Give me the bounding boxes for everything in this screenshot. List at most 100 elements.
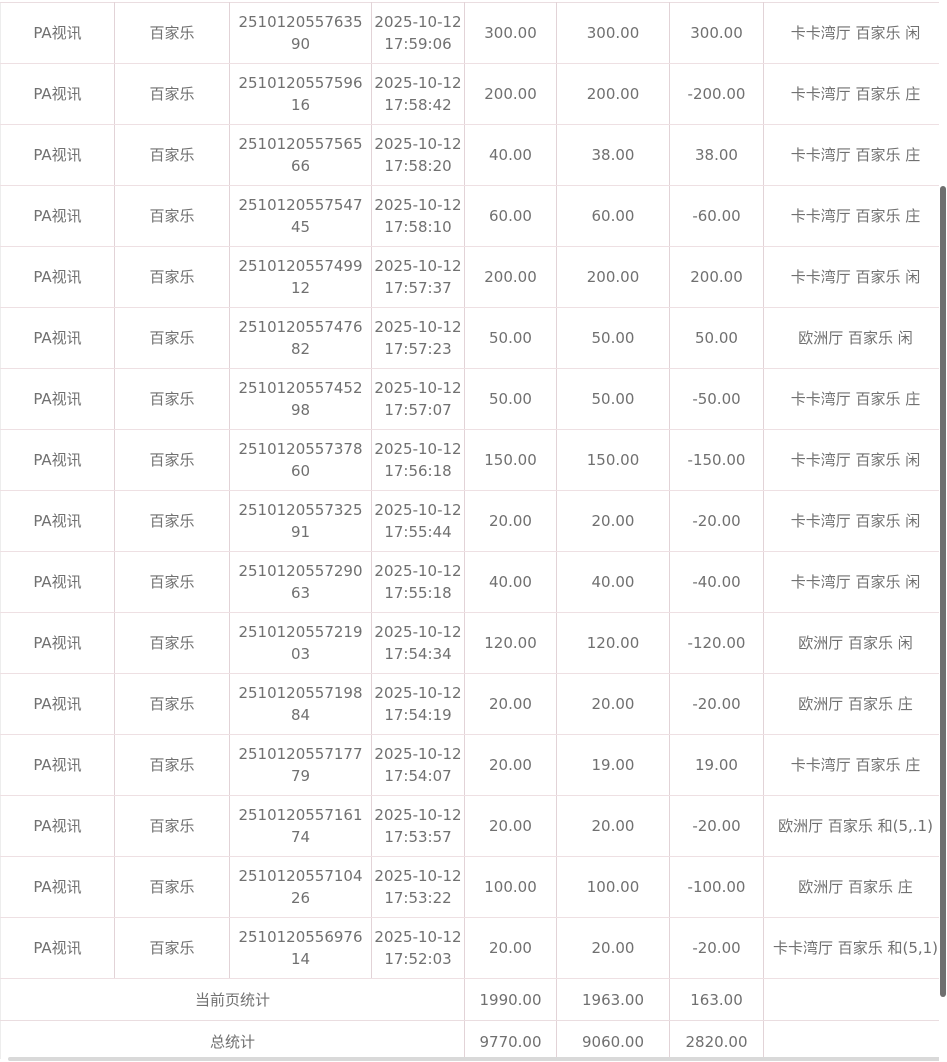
cell-game: 百家乐 (114, 185, 230, 247)
table-row: PA视讯 百家乐 251012055710426 2025-10-12 17:5… (0, 856, 947, 918)
cell-game: 百家乐 (114, 124, 230, 186)
total-summary-bet-amount: 9770.00 (464, 1020, 557, 1062)
cell-valid-amount: 100.00 (556, 856, 670, 918)
cell-win-loss: -20.00 (669, 673, 764, 735)
cell-platform: PA视讯 (0, 612, 115, 674)
table-row: PA视讯 百家乐 251012055747682 2025-10-12 17:5… (0, 307, 947, 369)
cell-order-number: 251012055756566 (229, 124, 372, 186)
cell-valid-amount: 20.00 (556, 673, 670, 735)
cell-platform: PA视讯 (0, 124, 115, 186)
cell-time: 2025-10-12 17:58:42 (371, 63, 465, 125)
cell-bet-amount: 50.00 (464, 368, 557, 430)
cell-order-number: 251012055697614 (229, 917, 372, 979)
cell-valid-amount: 20.00 (556, 917, 670, 979)
cell-time: 2025-10-12 17:55:18 (371, 551, 465, 613)
table-row: PA视讯 百家乐 251012055737860 2025-10-12 17:5… (0, 429, 947, 491)
cell-bet-amount: 300.00 (464, 2, 557, 64)
cell-game: 百家乐 (114, 490, 230, 552)
cell-platform: PA视讯 (0, 551, 115, 613)
cell-bet-amount: 20.00 (464, 490, 557, 552)
vertical-scrollbar-thumb[interactable] (940, 186, 946, 997)
cell-bet-amount: 20.00 (464, 673, 557, 735)
cell-time: 2025-10-12 17:53:22 (371, 856, 465, 918)
cell-table-info: 卡卡湾厅 百家乐 闲 (763, 490, 947, 552)
cell-bet-amount: 50.00 (464, 307, 557, 369)
cell-valid-amount: 20.00 (556, 795, 670, 857)
cell-time: 2025-10-12 17:53:57 (371, 795, 465, 857)
cell-game: 百家乐 (114, 2, 230, 64)
cell-table-info: 卡卡湾厅 百家乐 庄 (763, 734, 947, 796)
cell-win-loss: -20.00 (669, 795, 764, 857)
cell-valid-amount: 50.00 (556, 307, 670, 369)
cell-valid-amount: 38.00 (556, 124, 670, 186)
cell-order-number: 251012055747682 (229, 307, 372, 369)
cell-platform: PA视讯 (0, 490, 115, 552)
cell-platform: PA视讯 (0, 2, 115, 64)
total-summary-row: 总统计 9770.00 9060.00 2820.00 (0, 1020, 947, 1062)
cell-time: 2025-10-12 17:56:18 (371, 429, 465, 491)
cell-win-loss: -150.00 (669, 429, 764, 491)
cell-table-info: 欧洲厅 百家乐 闲 (763, 307, 947, 369)
table-row: PA视讯 百家乐 251012055719884 2025-10-12 17:5… (0, 673, 947, 735)
cell-order-number: 251012055763590 (229, 2, 372, 64)
cell-time: 2025-10-12 17:55:44 (371, 490, 465, 552)
cell-platform: PA视讯 (0, 795, 115, 857)
page-summary-bet-amount: 1990.00 (464, 978, 557, 1021)
cell-win-loss: -60.00 (669, 185, 764, 247)
cell-valid-amount: 200.00 (556, 63, 670, 125)
cell-bet-amount: 60.00 (464, 185, 557, 247)
cell-win-loss: -20.00 (669, 917, 764, 979)
cell-game: 百家乐 (114, 673, 230, 735)
cell-order-number: 251012055745298 (229, 368, 372, 430)
cell-table-info: 卡卡湾厅 百家乐 闲 (763, 429, 947, 491)
table-row: PA视讯 百家乐 251012055754745 2025-10-12 17:5… (0, 185, 947, 247)
cell-game: 百家乐 (114, 63, 230, 125)
table-row: PA视讯 百家乐 251012055697614 2025-10-12 17:5… (0, 917, 947, 979)
cell-bet-amount: 100.00 (464, 856, 557, 918)
cell-win-loss: -20.00 (669, 490, 764, 552)
cell-valid-amount: 20.00 (556, 490, 670, 552)
vertical-scrollbar-track[interactable] (939, 0, 947, 1062)
cell-order-number: 251012055737860 (229, 429, 372, 491)
cell-win-loss: -50.00 (669, 368, 764, 430)
cell-bet-amount: 20.00 (464, 734, 557, 796)
table-row: PA视讯 百家乐 251012055749912 2025-10-12 17:5… (0, 246, 947, 308)
table-row: PA视讯 百家乐 251012055759616 2025-10-12 17:5… (0, 63, 947, 125)
cell-platform: PA视讯 (0, 429, 115, 491)
cell-bet-amount: 120.00 (464, 612, 557, 674)
cell-order-number: 251012055710426 (229, 856, 372, 918)
cell-game: 百家乐 (114, 551, 230, 613)
cell-win-loss: 50.00 (669, 307, 764, 369)
cell-table-info: 卡卡湾厅 百家乐 庄 (763, 124, 947, 186)
cell-bet-amount: 40.00 (464, 124, 557, 186)
cell-platform: PA视讯 (0, 734, 115, 796)
cell-game: 百家乐 (114, 307, 230, 369)
cell-table-info: 卡卡湾厅 百家乐 庄 (763, 63, 947, 125)
cell-time: 2025-10-12 17:57:23 (371, 307, 465, 369)
cell-time: 2025-10-12 17:54:19 (371, 673, 465, 735)
cell-win-loss: -200.00 (669, 63, 764, 125)
page-summary-label: 当前页统计 (0, 978, 465, 1021)
total-summary-win-loss: 2820.00 (669, 1020, 764, 1062)
cell-valid-amount: 120.00 (556, 612, 670, 674)
bet-records-body: PA视讯 百家乐 251012055763590 2025-10-12 17:5… (0, 2, 947, 979)
cell-platform: PA视讯 (0, 917, 115, 979)
page-summary-valid-amount: 1963.00 (556, 978, 670, 1021)
total-summary-label: 总统计 (0, 1020, 465, 1062)
cell-platform: PA视讯 (0, 307, 115, 369)
cell-table-info: 欧洲厅 百家乐 和(5,.1) (763, 795, 947, 857)
table-row: PA视讯 百家乐 251012055716174 2025-10-12 17:5… (0, 795, 947, 857)
total-summary-valid-amount: 9060.00 (556, 1020, 670, 1062)
cell-time: 2025-10-12 17:54:07 (371, 734, 465, 796)
cell-table-info: 欧洲厅 百家乐 庄 (763, 673, 947, 735)
summary-body: 当前页统计 1990.00 1963.00 163.00 总统计 9770.00… (0, 978, 947, 1062)
horizontal-scrollbar-thumb[interactable] (8, 1057, 942, 1061)
table-row: PA视讯 百家乐 251012055763590 2025-10-12 17:5… (0, 2, 947, 64)
table-row: PA视讯 百家乐 251012055745298 2025-10-12 17:5… (0, 368, 947, 430)
cell-platform: PA视讯 (0, 63, 115, 125)
cell-table-info: 卡卡湾厅 百家乐 庄 (763, 185, 947, 247)
cell-order-number: 251012055759616 (229, 63, 372, 125)
cell-valid-amount: 60.00 (556, 185, 670, 247)
table-row: PA视讯 百家乐 251012055721903 2025-10-12 17:5… (0, 612, 947, 674)
